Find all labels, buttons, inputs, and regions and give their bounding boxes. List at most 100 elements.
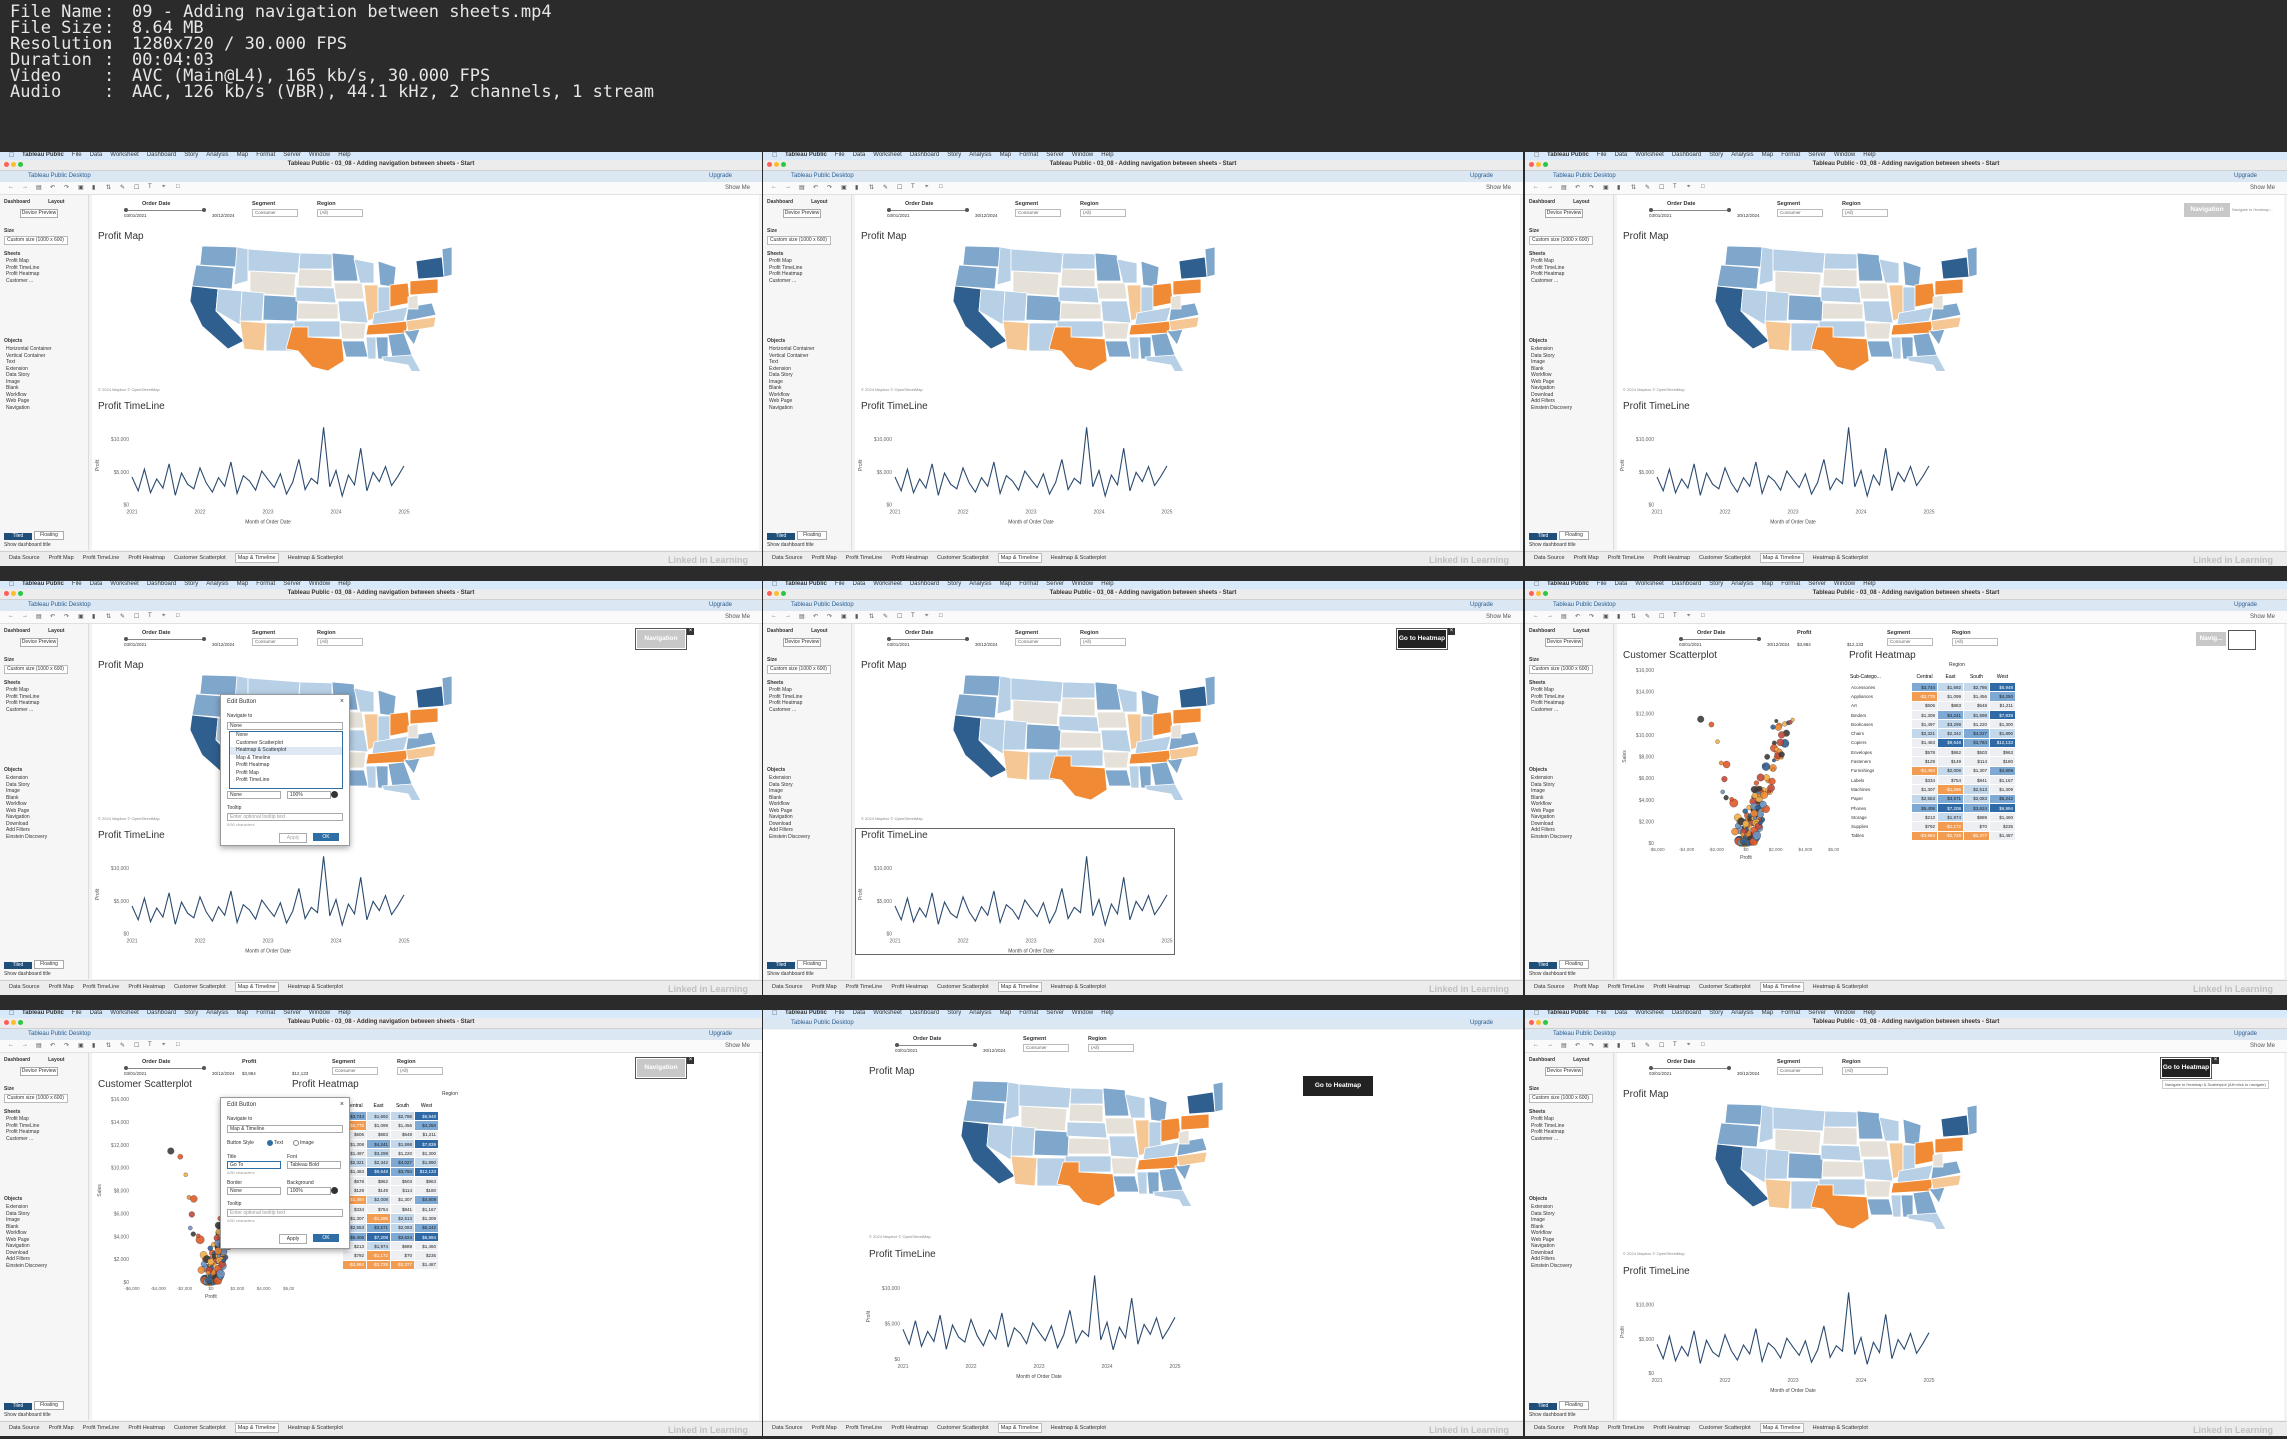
scatter-point[interactable] <box>1751 792 1759 799</box>
floating-toggle[interactable]: Floating <box>797 531 827 540</box>
heatmap-cell[interactable]: $841 <box>1963 774 1990 786</box>
close-icon[interactable]: × <box>339 1101 344 1108</box>
object-item[interactable]: Download <box>769 820 792 827</box>
heatmap-cell[interactable]: $1,300 <box>1989 719 2016 730</box>
heatmap-cell[interactable]: $862 <box>1937 747 1964 758</box>
show-title-checkbox[interactable]: Show dashboard title <box>4 1412 51 1418</box>
label-icon[interactable]: T <box>1673 613 1677 619</box>
sort-icon[interactable]: ⇅ <box>869 185 875 191</box>
redo-icon[interactable]: ↷ <box>1589 614 1595 620</box>
upgrade-link[interactable]: Upgrade <box>708 1031 732 1037</box>
sheet-tab[interactable]: Profit Map <box>1573 984 1599 990</box>
sheet-item[interactable]: Customer ... <box>6 1135 34 1142</box>
selected-object-frame[interactable] <box>2228 630 2256 650</box>
sheet-tab[interactable]: Heatmap & Scatterplot <box>1812 555 1868 561</box>
state-new-england[interactable] <box>441 246 452 278</box>
tab-dashboard[interactable]: Dashboard <box>767 199 794 205</box>
heatmap-cell[interactable]: -$2,728 <box>366 1259 391 1271</box>
scatter-point[interactable] <box>1752 831 1762 840</box>
menu-item-2[interactable]: Data <box>1614 581 1628 587</box>
save-icon[interactable]: ▤ <box>1561 614 1567 620</box>
state-iowa[interactable] <box>1096 282 1128 300</box>
show-me-button[interactable]: Show Me <box>724 614 750 620</box>
heatmap-cell[interactable]: $889 <box>390 1241 415 1252</box>
menu-item-10[interactable]: Window <box>1833 152 1856 158</box>
scatter-point[interactable] <box>1723 795 1729 801</box>
heatmap-cell[interactable]: $1,211 <box>1989 700 2016 711</box>
heatmap-cell[interactable]: $1,456 <box>1963 691 1990 702</box>
object-item[interactable]: Extension <box>1531 346 1553 352</box>
object-item[interactable]: Data Story <box>1531 781 1555 788</box>
heatmap-cell[interactable]: $3,299 <box>366 1148 391 1159</box>
sheet-tab[interactable]: Profit Heatmap <box>891 555 929 561</box>
state-idaho[interactable] <box>233 246 249 286</box>
sheet-tab[interactable]: Profit Map <box>48 555 74 561</box>
sheet-tab[interactable]: Customer Scatterplot <box>174 555 226 561</box>
heatmap-cell[interactable]: $5,406 <box>1911 802 1938 814</box>
object-item[interactable]: Blank <box>769 385 782 391</box>
scatter-point[interactable] <box>1761 762 1771 771</box>
state-pennsylvania[interactable] <box>409 278 439 296</box>
object-item[interactable]: Add Filters <box>1531 827 1555 833</box>
heatmap-cell[interactable]: -$1,296 <box>366 1213 391 1224</box>
heatmap-cell[interactable]: $235 <box>414 1250 439 1261</box>
heatmap-cell[interactable]: $578 <box>1911 747 1938 758</box>
redo-icon[interactable]: ↷ <box>64 1043 70 1049</box>
upgrade-link[interactable]: Upgrade <box>1469 1020 1493 1026</box>
menu-item-5[interactable]: Story <box>1709 581 1724 587</box>
object-item[interactable]: Add Filters <box>1531 398 1555 404</box>
state-kansas[interactable] <box>296 302 339 320</box>
menu-item-9[interactable]: Server <box>1808 1010 1826 1016</box>
scatter-point[interactable] <box>216 1269 225 1279</box>
data-icon[interactable]: ▣ <box>78 185 84 191</box>
heatmap-cell[interactable]: $180 <box>1989 756 2016 767</box>
pause-icon[interactable]: ▮ <box>1617 185 1621 191</box>
state-michigan[interactable] <box>1148 1095 1168 1123</box>
highlight-icon[interactable]: ✎ <box>120 185 126 191</box>
sheet-tab[interactable]: Map & Timeline <box>997 553 1042 563</box>
scatter-point[interactable] <box>190 1195 198 1203</box>
close-window-button[interactable] <box>1529 591 1534 596</box>
scatter-point[interactable] <box>221 1258 227 1263</box>
state-oregon[interactable] <box>191 264 235 290</box>
object-item[interactable]: Extension <box>1531 775 1553 781</box>
state-ohio[interactable] <box>1914 1140 1936 1166</box>
sheet-item[interactable]: Profit Map <box>769 687 792 693</box>
object-item[interactable]: Navigation <box>6 814 30 820</box>
state-missouri[interactable] <box>1108 1135 1140 1159</box>
heatmap-cell[interactable]: $2,513 <box>390 1213 415 1224</box>
region-dropdown[interactable]: (All) <box>1080 638 1126 646</box>
object-item[interactable]: Web Page <box>6 398 30 404</box>
sheet-item[interactable]: Profit Heatmap <box>6 271 40 277</box>
heatmap-cell[interactable]: $180 <box>414 1185 439 1196</box>
upgrade-link[interactable]: Upgrade <box>1469 173 1493 179</box>
state-arizona[interactable] <box>1764 320 1792 352</box>
state-nevada[interactable] <box>978 717 1006 755</box>
background-dropdown[interactable]: 100% <box>287 791 331 799</box>
profit-heatmap-table[interactable]: Central East South West $3,744 $1,692 $2,786 $6… <box>342 1101 439 1271</box>
state-texas[interactable] <box>285 326 345 371</box>
heatmap-cell[interactable]: $70 <box>1963 821 1990 832</box>
timeline-series-line[interactable] <box>1656 1292 1930 1365</box>
state-wyoming[interactable] <box>1020 1105 1068 1132</box>
order-date-slider[interactable] <box>1649 208 1731 212</box>
minimize-window-button[interactable] <box>1536 162 1541 167</box>
apple-icon[interactable]:  <box>1534 152 1539 159</box>
state-north-dakota[interactable] <box>1061 681 1096 699</box>
tiled-toggle[interactable]: Tiled <box>767 962 795 969</box>
sheet-tab[interactable]: Profit Heatmap <box>1653 984 1691 990</box>
state-nebraska[interactable] <box>1058 286 1100 304</box>
tooltip-input[interactable]: Enter optional tooltip text <box>227 1209 343 1217</box>
scatter-point[interactable] <box>183 1172 188 1177</box>
state-utah[interactable] <box>1764 1148 1790 1180</box>
upgrade-link[interactable]: Upgrade <box>708 602 732 608</box>
zoom-window-button[interactable] <box>1543 1020 1548 1025</box>
object-item[interactable]: Image <box>1531 359 1545 365</box>
heatmap-cell[interactable]: $3,624 <box>1963 802 1990 814</box>
redo-icon[interactable]: ↷ <box>64 614 70 620</box>
sheet-tab[interactable]: Customer Scatterplot <box>937 984 989 990</box>
show-me-button[interactable]: Show Me <box>1485 185 1511 191</box>
menu-item-11[interactable]: Help <box>338 581 351 587</box>
sheet-tab[interactable]: Profit TimeLine <box>82 984 120 990</box>
back-icon[interactable]: ← <box>1533 613 1539 619</box>
